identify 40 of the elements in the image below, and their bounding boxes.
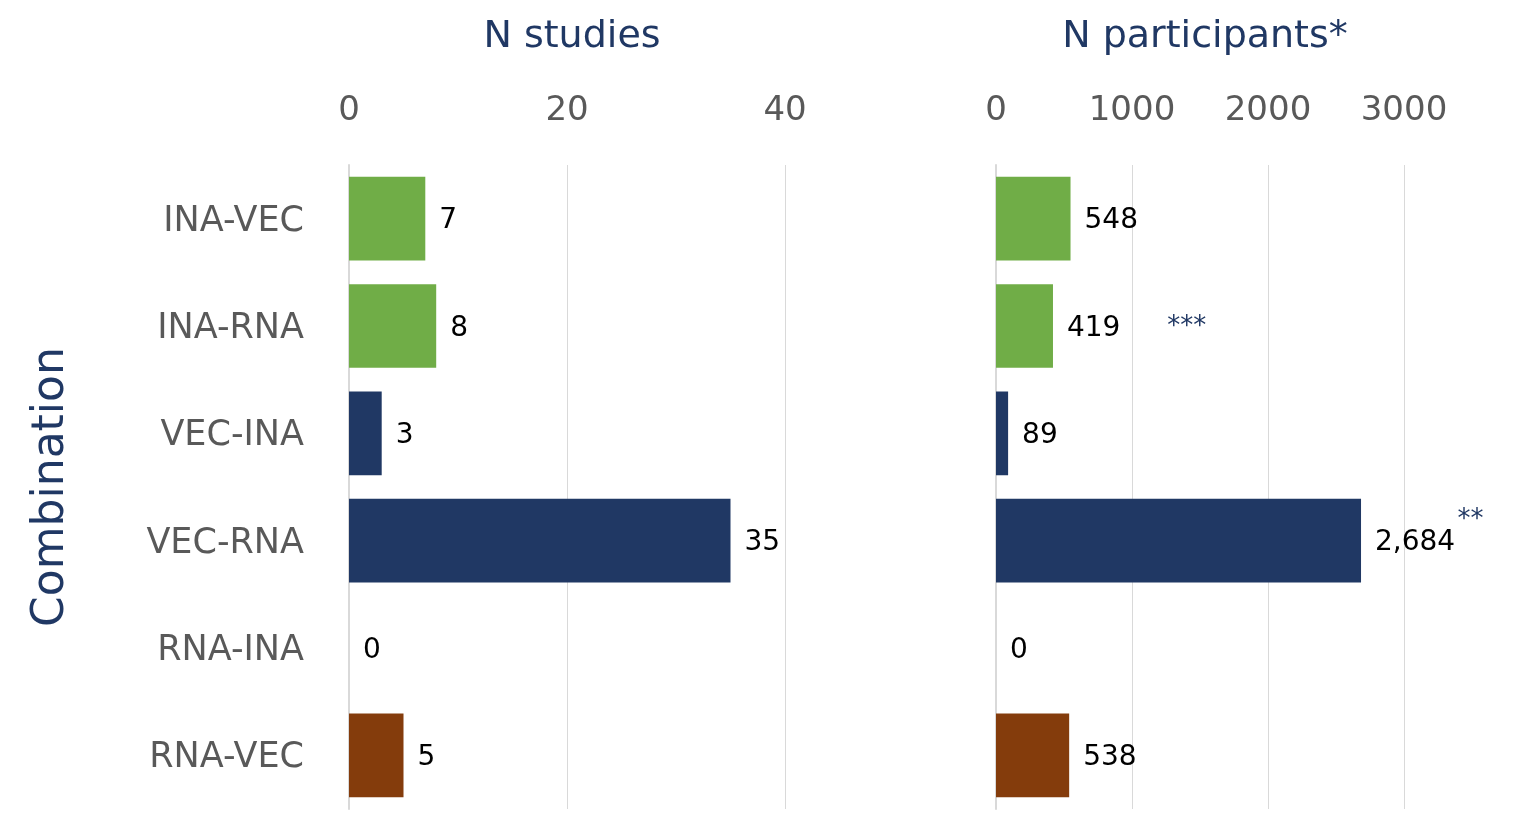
bar [349,284,437,368]
y-tick-label: RNA-VEC [149,735,304,776]
y-tick-label: VEC-INA [160,413,305,454]
y-tick-label: VEC-RNA [146,520,305,561]
data-label: 7 [439,202,458,236]
bar [996,176,1071,261]
x-tick-label: 2000 [1224,88,1312,128]
bar [349,498,731,583]
chart-title: N studies [483,12,661,56]
chart-title: N participants* [1062,12,1348,56]
data-label: 35 [744,524,781,558]
bar [349,176,426,261]
x-tick-label: 20 [545,88,589,128]
y-tick-label: INA-RNA [157,306,305,346]
data-label: 419 [1066,309,1121,343]
data-label: 538 [1083,738,1137,772]
data-label: 8 [450,309,469,343]
x-tick-label: 40 [763,88,807,128]
bar [349,713,404,798]
text: ** [1457,502,1484,533]
x-tick-label: 0 [985,88,1007,128]
x-tick-label: 1000 [1088,88,1176,128]
data-label: 89 [1022,416,1058,450]
data-label: 3 [395,416,414,450]
bar [349,391,382,476]
data-label: 0 [363,631,381,665]
annotation: *** [1167,310,1207,340]
y-tick-label: INA-VEC [163,198,304,239]
bar [996,284,1053,368]
data-label: 2,684 [1375,524,1456,558]
bar [996,391,1009,476]
y-axis-title: Combination [21,347,73,627]
bar [996,498,1362,583]
x-tick-label: 3000 [1360,88,1448,128]
bar [996,713,1070,798]
x-tick-label: 0 [338,88,360,128]
data-label: 548 [1084,202,1138,236]
y-tick-label: RNA-INA [157,628,305,668]
data-label: 0 [1010,631,1028,665]
data-label: 5 [417,738,436,772]
